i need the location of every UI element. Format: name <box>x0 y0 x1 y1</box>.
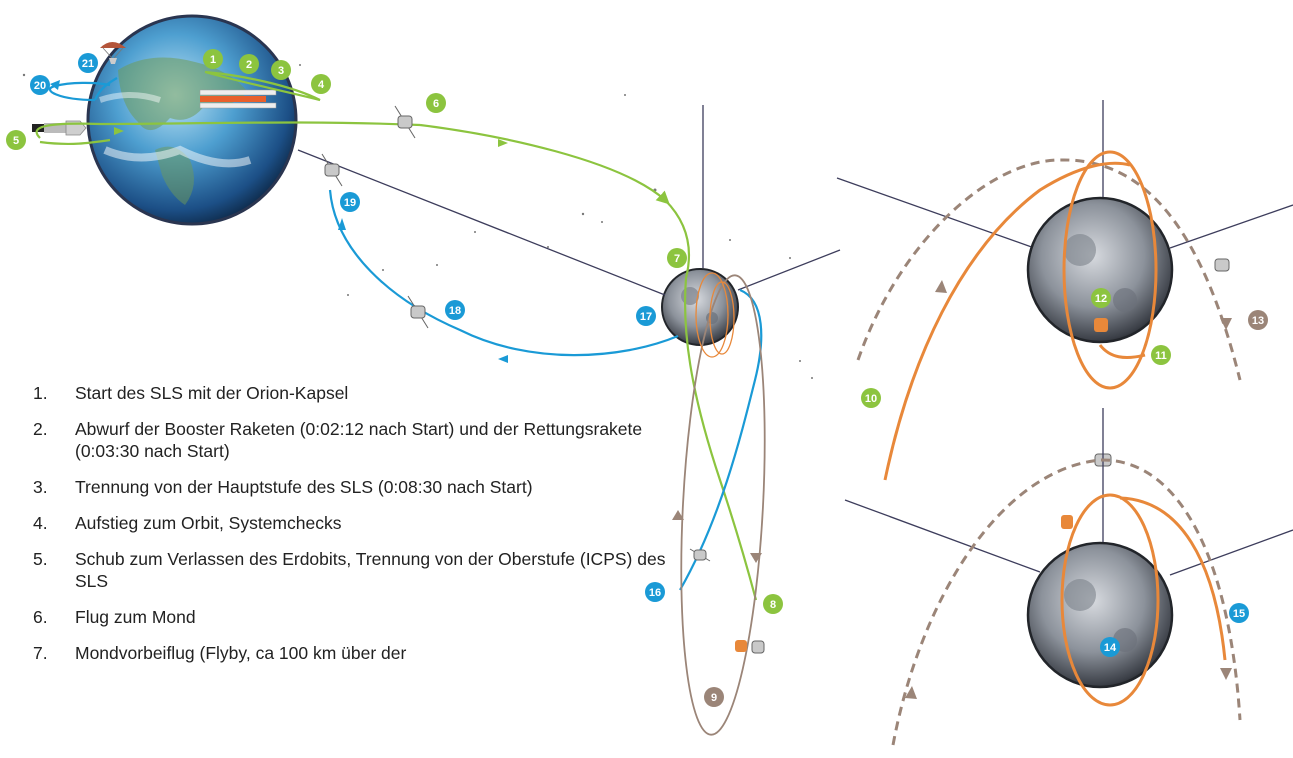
svg-text:15: 15 <box>1233 608 1245 620</box>
step-number: 1. <box>33 383 48 403</box>
marker-10: 10 <box>861 388 881 408</box>
svg-text:7: 7 <box>674 253 680 265</box>
step-item: 7. Mondvorbeiflug (Flyby, ca 100 km über … <box>33 642 673 664</box>
marker-8: 8 <box>763 594 783 614</box>
svg-text:1: 1 <box>210 54 216 66</box>
svg-text:18: 18 <box>449 305 461 317</box>
step-item: 6. Flug zum Mond <box>33 606 673 628</box>
svg-text:10: 10 <box>865 393 877 405</box>
svg-text:3: 3 <box>278 65 284 77</box>
main-axes <box>297 105 841 296</box>
svg-text:8: 8 <box>770 599 776 611</box>
marker-15: 15 <box>1229 603 1249 623</box>
marker-11: 11 <box>1151 345 1171 365</box>
marker-18: 18 <box>445 300 465 320</box>
step-text: Trennung von der Hauptstufe des SLS (0:0… <box>75 477 533 497</box>
step-number: 2. <box>33 419 48 439</box>
marker-14: 14 <box>1100 637 1120 657</box>
marker-2: 2 <box>239 54 259 74</box>
mission-steps-list: 1. Start des SLS mit der Orion-Kapsel 2. A… <box>33 382 673 678</box>
svg-text:21: 21 <box>82 58 94 70</box>
lunar-orbit-detail-bottom <box>844 408 1293 746</box>
marker-9: 9 <box>704 687 724 707</box>
parachute-capsule-icon <box>100 42 126 64</box>
marker-19: 19 <box>340 192 360 212</box>
marker-6: 6 <box>426 93 446 113</box>
marker-16: 16 <box>645 582 665 602</box>
star-dots <box>22 64 813 379</box>
svg-text:6: 6 <box>433 98 439 110</box>
step-item: 5. Schub zum Verlassen des Erdobits, Tren… <box>33 548 673 592</box>
marker-5: 5 <box>6 130 26 150</box>
marker-12: 12 <box>1091 288 1111 308</box>
step-text: Start des SLS mit der Orion-Kapsel <box>75 383 349 403</box>
green-trajectory <box>35 70 758 601</box>
marker-4: 4 <box>311 74 331 94</box>
svg-text:2: 2 <box>246 59 252 71</box>
svg-text:20: 20 <box>34 80 46 92</box>
marker-20: 20 <box>30 75 50 95</box>
svg-text:19: 19 <box>344 197 356 209</box>
step-item: 3. Trennung von der Hauptstufe des SLS (0… <box>33 476 673 498</box>
marker-21: 21 <box>78 53 98 73</box>
direction-arrows <box>50 80 1232 699</box>
step-text: Flug zum Mond <box>75 607 196 627</box>
step-text: Schub zum Verlassen des Erdobits, Trennu… <box>75 549 666 591</box>
step-text: Mondvorbeiflug (Flyby, ca 100 km über de… <box>75 643 407 663</box>
step-text: Abwurf der Booster Raketen (0:02:12 nach… <box>75 419 643 461</box>
step-item: 4. Aufstieg zum Orbit, Systemchecks <box>33 512 673 534</box>
sls-rocket-icon <box>199 89 277 109</box>
step-number: 4. <box>33 513 48 533</box>
marker-17: 17 <box>636 306 656 326</box>
spacecraft-icons <box>321 105 1230 654</box>
marker-7: 7 <box>667 248 687 268</box>
svg-text:14: 14 <box>1104 642 1117 654</box>
brown-orbit <box>680 274 766 736</box>
svg-text:12: 12 <box>1095 293 1107 305</box>
svg-text:13: 13 <box>1252 315 1264 327</box>
svg-text:4: 4 <box>318 79 325 91</box>
step-item: 2. Abwurf der Booster Raketen (0:02:12 na… <box>33 418 673 462</box>
orange-capsule-icon <box>735 640 747 652</box>
marker-13: 13 <box>1248 310 1268 330</box>
svg-text:17: 17 <box>640 311 652 323</box>
step-number: 7. <box>33 643 48 663</box>
orange-orbit-small <box>695 272 735 358</box>
svg-text:5: 5 <box>13 135 19 147</box>
marker-1: 1 <box>203 49 223 69</box>
step-number: 6. <box>33 607 48 627</box>
svg-text:11: 11 <box>1155 350 1167 362</box>
step-item: 1. Start des SLS mit der Orion-Kapsel <box>33 382 673 404</box>
marker-3: 3 <box>271 60 291 80</box>
step-number: 3. <box>33 477 48 497</box>
svg-text:16: 16 <box>649 587 661 599</box>
lunar-orbit-detail-top <box>836 100 1293 481</box>
step-number: 5. <box>33 549 48 569</box>
svg-text:9: 9 <box>711 692 717 704</box>
step-text: Aufstieg zum Orbit, Systemchecks <box>75 513 342 533</box>
